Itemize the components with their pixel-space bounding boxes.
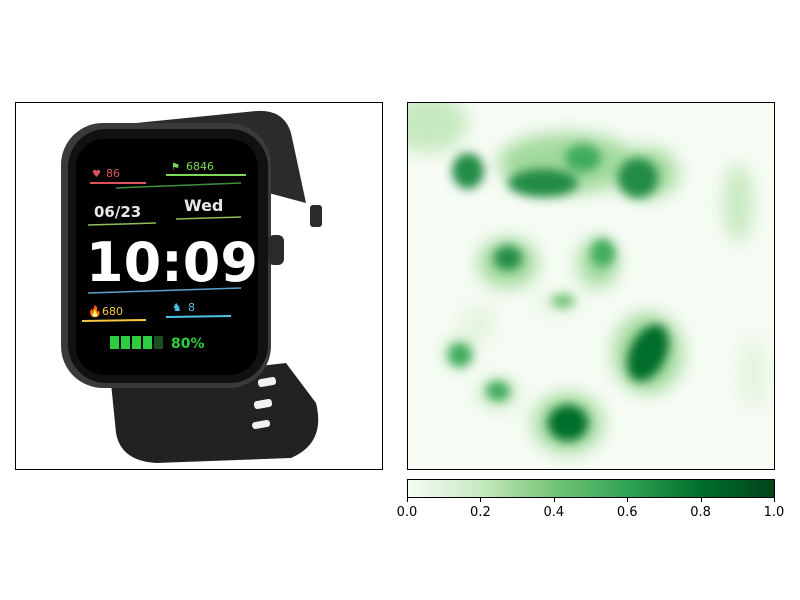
watch-date: 06/23 [94, 203, 141, 221]
battery-icon [110, 336, 163, 349]
watch-crown [268, 235, 284, 265]
heatmap-panel [407, 102, 775, 470]
walking-icon: ♞ [172, 301, 182, 314]
colorbar-tick-label: 0.0 [396, 505, 418, 520]
colorbar [407, 479, 775, 498]
calories-icon: 🔥 [88, 305, 102, 318]
colorbar-tick-label: 0.8 [690, 505, 711, 520]
colorbar-tick-label: 0.6 [616, 505, 638, 520]
colorbar-tick-label: 0.4 [543, 505, 565, 520]
distance-value: 8 [188, 301, 195, 314]
colorbar-tick [774, 498, 775, 502]
colorbar-tick [700, 498, 702, 502]
steps-value: 6846 [186, 160, 214, 173]
watch-day: Wed [184, 196, 223, 215]
colorbar-tick [407, 498, 408, 502]
colorbar-tick-label: 1.0 [763, 505, 785, 520]
calories-value: 680 [102, 305, 123, 318]
smartwatch-image: ♥ 86 ⚑ 6846 06/23 Wed 10:09 🔥 680 ♞ 8 [61, 110, 322, 463]
watch-time: 10:09 [86, 231, 258, 294]
steps-icon: ⚑ [171, 162, 180, 173]
heart-rate-value: 86 [106, 167, 120, 180]
colorbar-tick-label: 0.2 [470, 505, 491, 520]
battery-value: 80% [171, 336, 205, 352]
colorbar-tick [480, 498, 482, 502]
smartwatch-image-panel: ♥ 86 ⚑ 6846 06/23 Wed 10:09 🔥 680 ♞ 8 [15, 102, 383, 470]
colorbar-tick [553, 498, 555, 502]
colorbar-tick [627, 498, 629, 502]
attention-heatmap [408, 103, 774, 469]
heart-icon: ♥ [92, 169, 101, 180]
